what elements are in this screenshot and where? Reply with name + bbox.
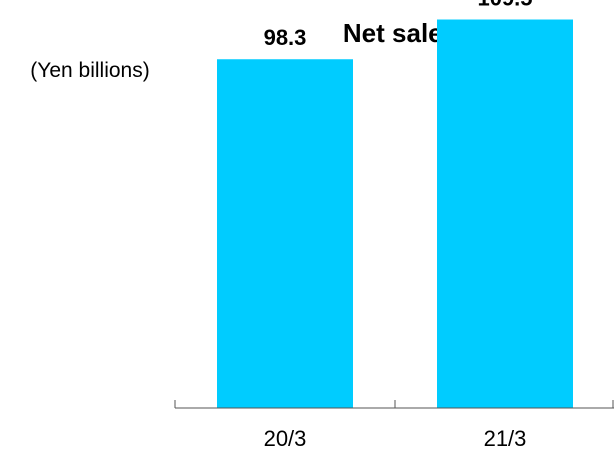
bar-group: [217, 19, 573, 409]
value-label: 98.3: [264, 25, 307, 50]
bar-20-3: [217, 59, 353, 409]
unit-label: (Yen billions): [30, 59, 149, 82]
value-label-group: 98.3 109.5: [264, 0, 533, 50]
x-tick-label: 20/3: [264, 426, 307, 451]
x-tick-label: 21/3: [484, 426, 527, 451]
category-label-group: 20/3 21/3: [264, 426, 527, 451]
x-axis: [174, 400, 614, 409]
bar-21-3: [437, 19, 573, 409]
value-label: 109.5: [477, 0, 532, 11]
